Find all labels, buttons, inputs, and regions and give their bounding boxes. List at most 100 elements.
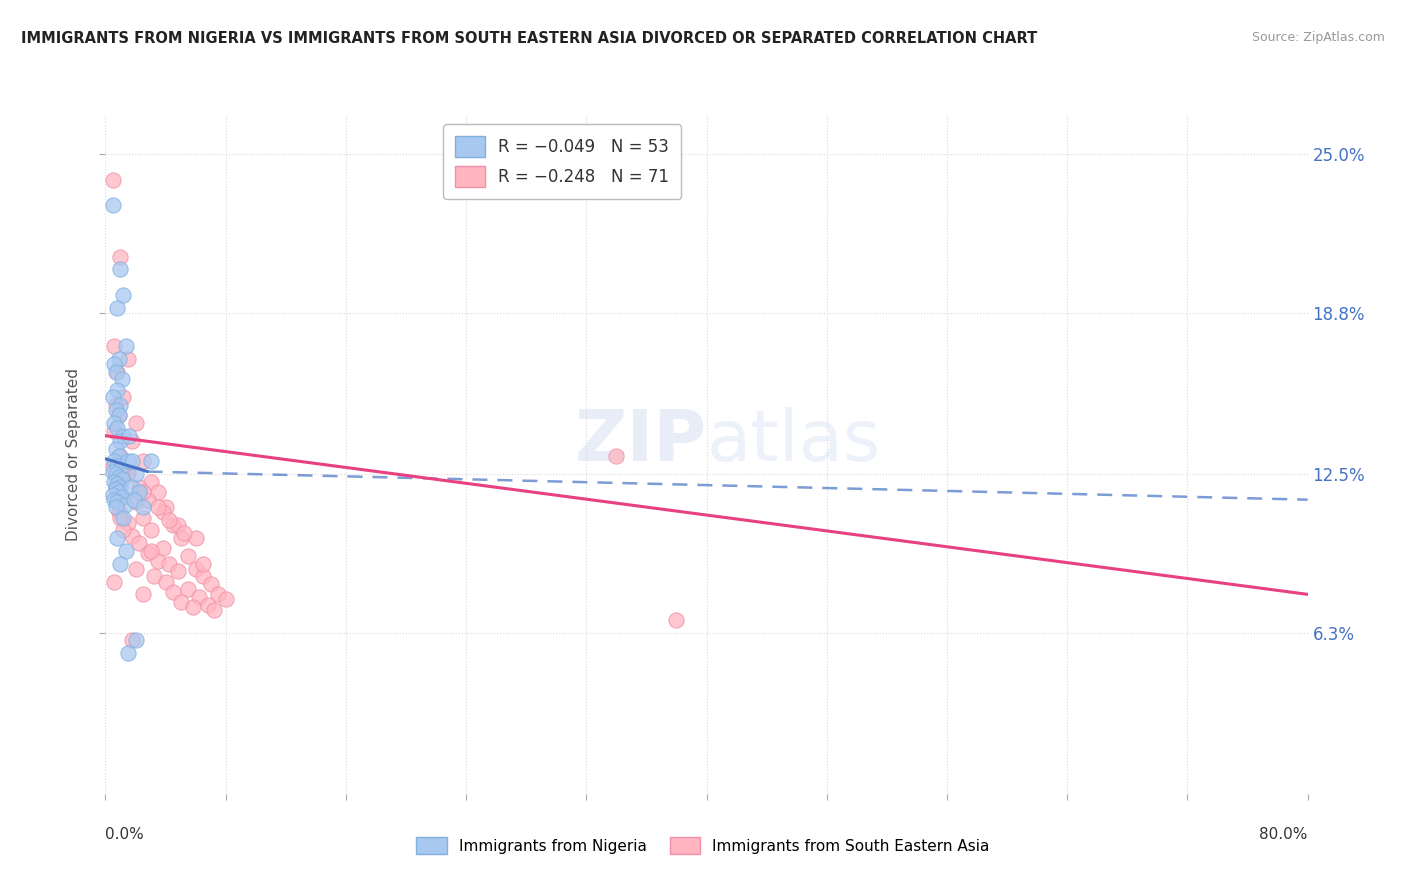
Point (162, 584, 184, 599)
Point (139, 475, 162, 489)
Point (121, 633, 143, 648)
Point (169, 531, 191, 545)
Point (152, 541, 174, 556)
Point (115, 339, 138, 353)
Point (136, 492, 159, 507)
Point (104, 467, 127, 482)
Point (177, 549, 200, 563)
Point (139, 454, 162, 468)
Point (118, 428, 141, 442)
Point (166, 564, 188, 578)
Point (124, 467, 146, 482)
Point (108, 506, 131, 520)
Legend: Immigrants from Nigeria, Immigrants from South Eastern Asia: Immigrants from Nigeria, Immigrants from… (409, 830, 997, 862)
Point (107, 421, 129, 435)
Point (191, 557, 214, 571)
Point (214, 592, 236, 607)
Point (107, 492, 129, 507)
Point (110, 434, 132, 448)
Point (110, 262, 132, 277)
Point (128, 536, 150, 550)
Point (108, 409, 131, 423)
Point (184, 562, 207, 576)
Legend: R = −0.049   N = 53, R = −0.248   N = 71: R = −0.049 N = 53, R = −0.248 N = 71 (443, 124, 681, 199)
Point (146, 485, 169, 500)
Point (162, 518, 184, 533)
Point (122, 492, 145, 507)
Point (103, 424, 125, 438)
Point (197, 598, 219, 612)
Point (111, 490, 134, 504)
Point (139, 524, 162, 538)
Point (117, 467, 139, 482)
Point (101, 487, 124, 501)
Point (121, 528, 143, 542)
Point (103, 416, 125, 430)
Point (104, 480, 127, 494)
Point (132, 454, 155, 468)
Point (117, 516, 139, 530)
Point (110, 462, 132, 476)
Point (110, 449, 132, 463)
Point (104, 483, 127, 497)
Point (117, 465, 139, 479)
Point (110, 250, 132, 264)
Point (112, 524, 135, 538)
Point (110, 398, 132, 412)
Point (665, 613, 688, 627)
Point (103, 475, 125, 489)
Point (107, 469, 129, 483)
Point (132, 587, 155, 601)
Point (107, 365, 129, 379)
Point (155, 574, 177, 589)
Point (103, 357, 125, 371)
Y-axis label: Divorced or Separated: Divorced or Separated (66, 368, 82, 541)
Point (108, 351, 131, 366)
Point (124, 416, 146, 430)
Point (101, 390, 124, 404)
Point (104, 442, 127, 456)
Point (112, 288, 135, 302)
Point (107, 459, 129, 474)
Point (108, 485, 131, 500)
Point (103, 492, 125, 507)
Point (132, 485, 155, 500)
Point (112, 428, 135, 442)
Text: 80.0%: 80.0% (1260, 827, 1308, 841)
Point (110, 557, 132, 571)
Point (121, 454, 143, 468)
Text: 0.0%: 0.0% (105, 827, 145, 841)
Point (112, 510, 135, 524)
Point (115, 544, 138, 558)
Point (107, 301, 129, 315)
Point (177, 582, 200, 597)
Point (132, 510, 155, 524)
Point (605, 449, 627, 463)
Point (117, 454, 139, 468)
Text: Source: ZipAtlas.com: Source: ZipAtlas.com (1251, 31, 1385, 45)
Point (103, 339, 125, 353)
Point (132, 500, 155, 515)
Point (152, 506, 174, 520)
Point (101, 459, 124, 474)
Point (139, 544, 162, 558)
Point (121, 434, 143, 448)
Text: IMMIGRANTS FROM NIGERIA VS IMMIGRANTS FROM SOUTH EASTERN ASIA DIVORCED OR SEPARA: IMMIGRANTS FROM NIGERIA VS IMMIGRANTS FR… (21, 31, 1038, 46)
Point (111, 472, 134, 486)
Point (191, 569, 214, 583)
Point (142, 569, 165, 583)
Point (107, 477, 129, 491)
Point (107, 531, 129, 545)
Point (173, 525, 195, 540)
Point (169, 595, 191, 609)
Point (155, 500, 177, 515)
Point (108, 469, 131, 483)
Point (184, 531, 207, 545)
Point (101, 465, 124, 479)
Point (112, 390, 135, 404)
Point (108, 409, 131, 423)
Text: ZIP: ZIP (574, 407, 707, 475)
Point (107, 383, 129, 397)
Point (110, 480, 132, 494)
Point (157, 557, 180, 571)
